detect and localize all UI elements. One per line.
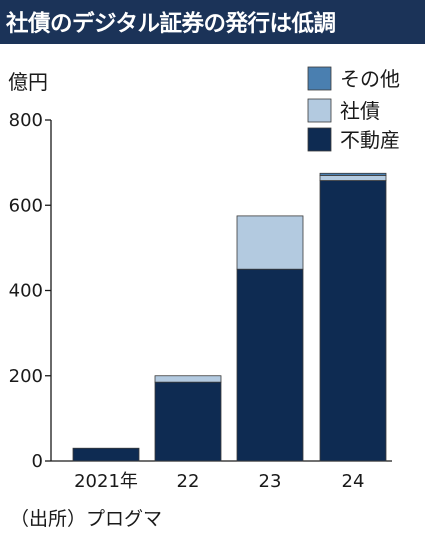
legend-label: その他	[340, 67, 400, 91]
bar-layer: 2021年 22 23 24	[72, 172, 387, 492]
legend-label: 社債	[340, 99, 380, 123]
source-note: （出所）プログマ	[10, 508, 163, 530]
y-axis-unit-label: 億円	[8, 70, 48, 94]
x-tick-label: 23	[259, 471, 282, 492]
bar-segment	[154, 375, 222, 383]
bar-segment	[154, 381, 222, 462]
x-tick-label: 24	[342, 471, 365, 492]
legend-swatch	[307, 127, 332, 152]
bar-segment	[236, 268, 304, 462]
x-tick-label: 2021年	[74, 471, 138, 492]
bar-segment	[72, 447, 140, 462]
x-tick-label: 22	[177, 471, 200, 492]
bar-segment	[319, 175, 387, 181]
title-bar: 社債のデジタル証券の発行は低調	[0, 0, 425, 44]
y-tick-label: 200	[9, 366, 43, 387]
legend-swatch	[307, 98, 332, 123]
y-tick-label: 400	[9, 281, 43, 302]
legend-label: 不動産	[340, 128, 400, 152]
y-tick-label: 800	[9, 110, 43, 131]
y-tick-label: 0	[32, 451, 43, 472]
bar-segment	[236, 215, 304, 270]
bar-segment	[319, 172, 387, 176]
legend-swatch	[307, 66, 332, 91]
chart-title: 社債のデジタル証券の発行は低調	[6, 11, 336, 37]
bar-segment	[319, 180, 387, 462]
y-tick-label: 600	[9, 195, 43, 216]
